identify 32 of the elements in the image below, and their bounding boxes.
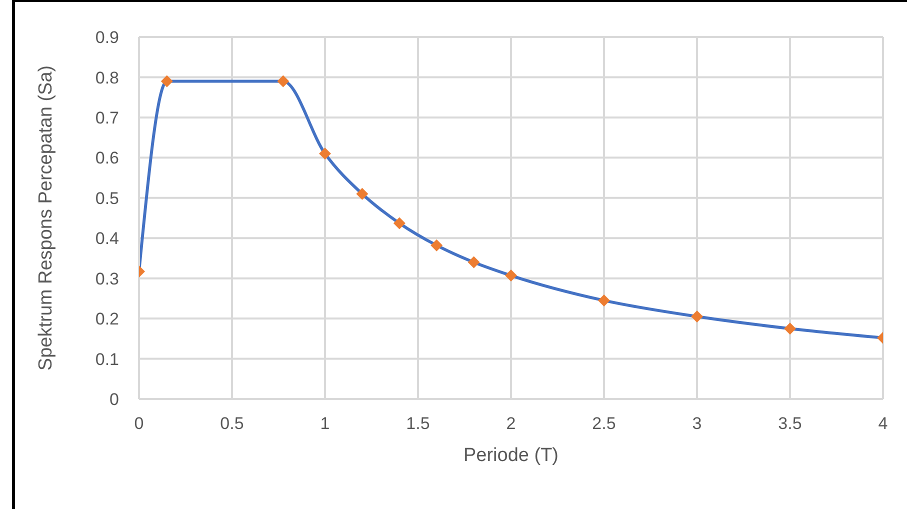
x-tick-label: 2.5 [592, 414, 616, 434]
point [505, 270, 517, 282]
point [598, 294, 610, 306]
y-tick-label: 0.2 [95, 310, 119, 329]
x-tick-label: 1 [320, 414, 330, 434]
point [160, 75, 173, 88]
y-tick-label: 0.8 [95, 68, 119, 88]
y-tick-label: 0.6 [95, 148, 119, 168]
point [784, 322, 796, 335]
y-tick-label: 0.3 [95, 269, 119, 288]
point [393, 217, 406, 230]
x-tick-label: 1.5 [406, 414, 430, 434]
x-tick-label: 3 [692, 414, 702, 434]
x-tick-label: 2 [506, 414, 516, 434]
point [430, 239, 443, 252]
y-tick-label: 0.7 [95, 108, 119, 128]
point [468, 256, 480, 268]
point [356, 188, 368, 200]
y-tick-label: 0.1 [95, 350, 119, 369]
point [277, 75, 290, 88]
x-tick-label: 4 [878, 414, 888, 434]
y-tick-label: 0.5 [95, 188, 119, 208]
y-tick-label: 0.4 [95, 229, 119, 248]
y-tick-label: 0 [110, 390, 119, 410]
point [691, 310, 703, 323]
x-axis-title: Periode (T) [463, 445, 559, 466]
x-tick-label: 0.5 [220, 414, 244, 434]
y-axis-title: Spektrum Respons Percepatan (Sa) [36, 65, 57, 371]
point [319, 148, 331, 160]
x-tick-label: 0 [134, 414, 144, 434]
x-tick-label: 3.5 [778, 414, 802, 434]
y-tick-label: 0.9 [95, 28, 119, 48]
